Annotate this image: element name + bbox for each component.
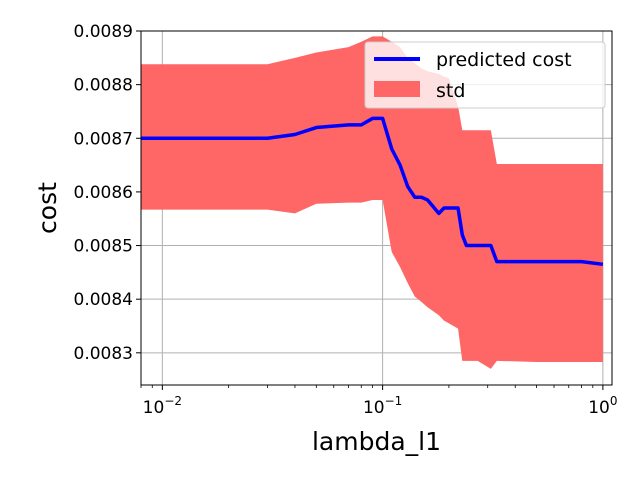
y-tick-labels: 0.0083 0.0084 0.0085 0.0086 0.0087 0.0088 0.00…: [74, 22, 133, 364]
x-axis-label: lambda_l1: [312, 427, 441, 456]
plot-frame: [140, 30, 613, 386]
legend-label-std: std: [436, 80, 465, 102]
std-band: [141, 36, 603, 369]
y-axis-label: cost: [33, 182, 62, 234]
x-tick-label: 100: [588, 394, 617, 418]
legend-std-swatch: [374, 81, 420, 97]
x-tick-label: 10−2: [143, 394, 182, 418]
predicted-cost-line-layer: [141, 116, 604, 267]
y-tick-label: 0.0085: [74, 237, 133, 257]
axis-ticks: [136, 30, 604, 390]
x-tick-labels: 10−2 10−1 100: [143, 394, 618, 418]
legend-label-predicted-cost: predicted cost: [436, 49, 572, 71]
y-tick-label: 0.0088: [74, 76, 133, 96]
y-tick-label: 0.0086: [74, 183, 133, 203]
y-tick-label: 0.0084: [74, 290, 133, 310]
y-tick-label: 0.0087: [74, 129, 133, 149]
std-band-layer: [141, 36, 603, 369]
x-tick-label: 10−1: [363, 394, 402, 418]
y-tick-label: 0.0083: [74, 344, 133, 364]
legend: predicted cost std: [364, 41, 606, 109]
legend-box: [364, 41, 606, 109]
predicted-cost-line: [141, 116, 604, 267]
y-tick-label: 0.0089: [74, 22, 133, 42]
